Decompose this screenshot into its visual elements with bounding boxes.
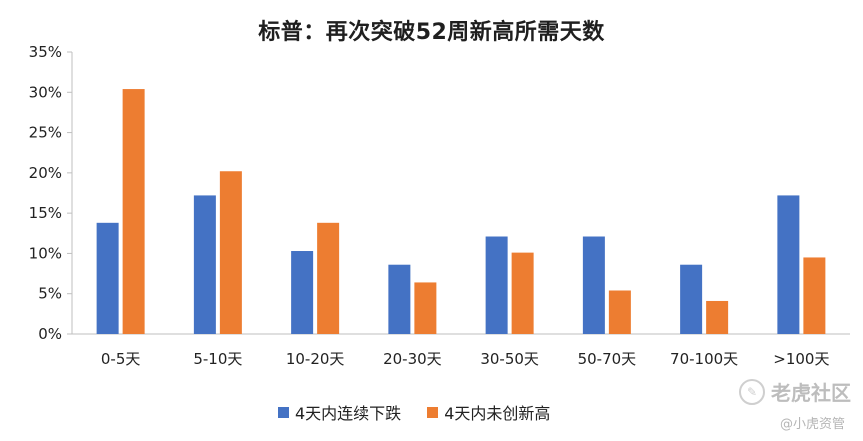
legend-label-series-1: 4天内连续下跌 [295, 404, 402, 423]
chart-title: 标普：再次突破52周新高所需天数 [258, 20, 605, 45]
bar-series-2 [414, 282, 437, 334]
bar-series-1 [291, 251, 314, 334]
watermark-sub: @小虎资管 [779, 417, 845, 432]
y-axis: 0% 5% 10% 15% 20% 25% 30% 35% [29, 43, 73, 343]
tiger-logo-icon: ✎ [739, 378, 765, 405]
y-tick-label: 30% [29, 83, 62, 101]
x-tick-label: 0-5天 [101, 350, 141, 368]
y-tick-label: 5% [38, 285, 62, 303]
bar-series-1 [388, 264, 411, 334]
bar-series-1 [777, 195, 800, 334]
bars [96, 89, 826, 334]
x-tick-label: >100天 [773, 350, 829, 368]
x-tick-label: 10-20天 [286, 350, 345, 368]
legend-swatch-series-1 [278, 406, 289, 418]
x-tick-label: 30-50天 [480, 350, 539, 368]
bar-series-1 [96, 222, 119, 334]
x-tick-label: 20-30天 [383, 350, 442, 368]
bar-series-1 [582, 236, 605, 334]
watermark-brand: 老虎社区 [771, 381, 851, 405]
legend-item-series-2: 4天内未创新高 [427, 400, 550, 424]
legend-swatch-series-2 [427, 406, 439, 418]
x-tick-label: 70-100天 [670, 350, 738, 368]
bar-series-2 [122, 89, 145, 334]
y-tick-label: 10% [29, 244, 62, 262]
x-axis: 0-5天 5-10天 10-20天 20-30天 30-50天 50-70天 70-100天… [72, 333, 850, 368]
bar-series-2 [511, 252, 534, 334]
legend-item-series-1: 4天内连续下跌 [278, 400, 401, 424]
legend-label-series-2: 4天内未创新高 [444, 404, 551, 423]
bar-series-1 [485, 236, 508, 334]
y-tick-label: 0% [38, 325, 62, 343]
x-tick-label: 50-70天 [578, 350, 637, 368]
bar-series-1 [680, 264, 703, 334]
bar-series-2 [706, 300, 729, 334]
y-tick-label: 25% [29, 124, 62, 142]
legend: 4天内连续下跌 4天内未创新高 [278, 400, 550, 424]
y-tick-label: 20% [29, 164, 62, 182]
watermark: ✎ 老虎社区 [739, 377, 851, 406]
bar-series-2 [219, 171, 242, 334]
x-tick-label: 5-10天 [193, 350, 242, 368]
bar-series-2 [803, 257, 826, 334]
bar-series-1 [193, 195, 216, 334]
y-tick-label: 15% [29, 204, 62, 222]
y-tick-label: 35% [29, 43, 62, 61]
bar-series-2 [317, 222, 340, 334]
bar-series-2 [608, 290, 631, 334]
